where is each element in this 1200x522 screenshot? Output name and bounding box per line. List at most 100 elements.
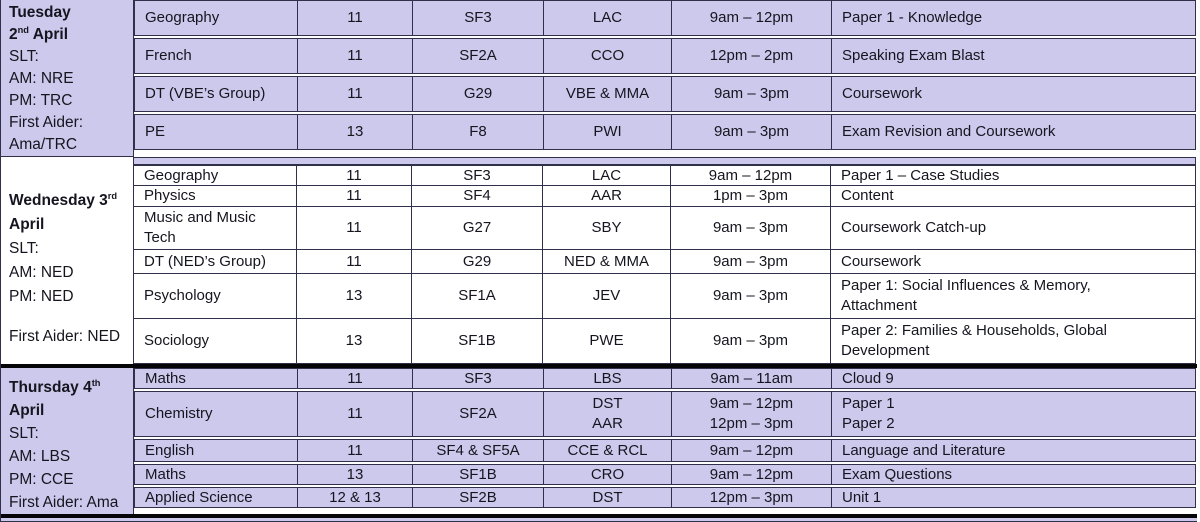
cell-subject: DT (VBE’s Group) xyxy=(145,85,266,102)
cell-time: 9am – 3pm xyxy=(670,250,830,273)
table-row: French 11 SF2A CCO 12pm – 2pm Speaking Exam B… xyxy=(134,38,1196,74)
table-row: Chemistry 11 SF2A DST AAR 9am – 12pm 12pm – … xyxy=(134,391,1196,437)
cell-time: 9am – 3pm xyxy=(670,274,830,318)
table-row: DT (VBE’s Group) 11 G29 VBE & MMA 9am – 3pm C… xyxy=(134,76,1196,112)
day-title: April xyxy=(9,213,129,237)
day-info-line: AM: NED xyxy=(9,264,74,281)
cell-subject: Physics xyxy=(144,187,196,204)
table-row: PE 13 F8 PWI 9am – 3pm Exam Revision and Cour… xyxy=(134,114,1196,150)
day-info-line: SLT: xyxy=(9,240,39,257)
day-cell-wednesday: Wednesday 3rd April SLT: AM: NED PM: NED Firs… xyxy=(1,165,134,364)
cell-staff: LBS xyxy=(543,369,671,388)
day-block-wednesday: Wednesday 3rd April SLT: AM: NED PM: NED Firs… xyxy=(1,165,1196,364)
cell-room: SF2B xyxy=(412,488,543,507)
cell-subject: English xyxy=(145,441,195,459)
cell-time: 9am – 3pm xyxy=(670,207,830,249)
block-divider-line xyxy=(1,364,1197,368)
table-row: Psychology 13 SF1A JEV 9am – 3pm Paper 1: Soc… xyxy=(134,274,1196,319)
cell-room: SF2A xyxy=(412,392,543,436)
table-row: Physics 11 SF4 AAR 1pm – 3pm Content xyxy=(134,186,1196,207)
day-info-line: SLT: xyxy=(9,48,39,65)
day-info-line: PM: CCE xyxy=(9,471,74,488)
cell-staff: VBE & MMA xyxy=(543,77,671,111)
cell-time: 9am – 12pm xyxy=(671,440,831,461)
cell-year: 11 xyxy=(296,250,411,273)
cell-year: 11 xyxy=(296,166,411,185)
cell-room: SF2A xyxy=(412,39,543,73)
cell-year: 11 xyxy=(297,440,412,461)
day-info-line: First Aider: xyxy=(9,114,84,131)
table-row: Sociology 13 SF1B PWE 9am – 3pm Paper 2: Fami… xyxy=(134,319,1196,364)
cell-room: G27 xyxy=(411,207,542,249)
cell-time: 1pm – 3pm xyxy=(670,186,830,206)
block-divider-strip xyxy=(1,157,1196,165)
cell-year: 11 xyxy=(297,1,412,35)
cell-year: 12 & 13 xyxy=(297,488,412,507)
cell-detail: Coursework Catch-up xyxy=(830,207,1195,249)
cell-subject: Psychology xyxy=(144,287,221,304)
day-title-text: April xyxy=(9,216,45,233)
cell-room: SF3 xyxy=(412,369,543,388)
cell-room: G29 xyxy=(411,250,542,273)
table-row: Maths 13 SF1B CRO 9am – 12pm Exam Questions xyxy=(134,464,1196,485)
day-title: Tuesday xyxy=(9,2,129,24)
cell-subject: Geography xyxy=(145,9,220,26)
cell-staff: LAC xyxy=(542,166,670,185)
cell-detail: Exam Revision and Coursework xyxy=(831,115,1195,149)
cell-year: 11 xyxy=(297,39,412,73)
cell-staff: CCE & RCL xyxy=(543,440,671,461)
cell-year: 13 xyxy=(296,274,411,318)
divider-strip-left xyxy=(1,157,134,165)
day-info-line: First Aider: NED xyxy=(9,327,121,345)
cell-year: 13 xyxy=(297,115,412,149)
cell-subject: Maths xyxy=(145,465,186,483)
day-title: Thursday 4th xyxy=(9,376,129,399)
cell-time: 9am – 12pm xyxy=(671,465,831,484)
cell-detail: Paper 1: Social Influences & Memory, Att… xyxy=(830,274,1195,318)
cell-detail: Paper 1 Paper 2 xyxy=(831,392,1195,436)
cell-year: 13 xyxy=(297,465,412,484)
cell-subject: Maths xyxy=(145,369,186,387)
table-row: English 11 SF4 & SF5A CCE & RCL 9am – 12pm La… xyxy=(134,439,1196,462)
day-title-text: April xyxy=(9,402,45,419)
cell-subject: Sociology xyxy=(144,332,210,349)
cell-room: SF3 xyxy=(412,1,543,35)
day-title: 2nd April xyxy=(9,24,129,46)
cell-time: 9am – 12pm xyxy=(671,1,831,35)
cell-subject: Chemistry xyxy=(145,405,213,422)
cell-detail: Paper 1 – Case Studies xyxy=(830,166,1195,185)
divider-strip-right xyxy=(134,157,1196,165)
cell-detail: Cloud 9 xyxy=(831,369,1195,388)
cell-room: SF1B xyxy=(411,319,542,363)
cell-staff: SBY xyxy=(542,207,670,249)
cell-time: 9am – 3pm xyxy=(670,319,830,363)
cell-detail: Paper 2: Families & Households, Global D… xyxy=(830,319,1195,363)
cell-year: 11 xyxy=(296,186,411,206)
day-title-text: April xyxy=(28,26,69,43)
cell-subject: Geography xyxy=(144,166,219,184)
cell-subject: DT (NED’s Group) xyxy=(144,252,266,270)
cell-year: 11 xyxy=(296,207,411,249)
cell-detail: Language and Literature xyxy=(831,440,1195,461)
day-block-thursday: Thursday 4th April SLT: AM: LBS PM: CCE First… xyxy=(1,368,1196,514)
cell-room: SF1A xyxy=(411,274,542,318)
cell-room: SF1B xyxy=(412,465,543,484)
cell-subject: Applied Science xyxy=(145,488,253,506)
cell-detail: Speaking Exam Blast xyxy=(831,39,1195,73)
cell-detail: Exam Questions xyxy=(831,465,1195,484)
day-title: Wednesday 3rd xyxy=(9,189,129,213)
day-title-text: Wednesday 3 xyxy=(9,192,108,209)
cell-detail: Content xyxy=(830,186,1195,206)
ordinal-suffix: rd xyxy=(107,190,118,201)
cell-detail: Unit 1 xyxy=(831,488,1195,507)
day-title-text: Thursday 4 xyxy=(9,379,92,396)
cell-staff: DST xyxy=(543,488,671,507)
cell-time: 9am – 12pm xyxy=(670,166,830,185)
cell-time: 9am – 3pm xyxy=(671,115,831,149)
cell-staff: DST AAR xyxy=(543,392,671,436)
cell-staff: LAC xyxy=(543,1,671,35)
day-info-line: Ama/TRC xyxy=(9,136,78,153)
day-block-tuesday: Tuesday 2nd April SLT: AM: NRE PM: TRC First … xyxy=(1,0,1196,157)
day-info-line xyxy=(9,309,129,325)
cell-staff: CRO xyxy=(543,465,671,484)
